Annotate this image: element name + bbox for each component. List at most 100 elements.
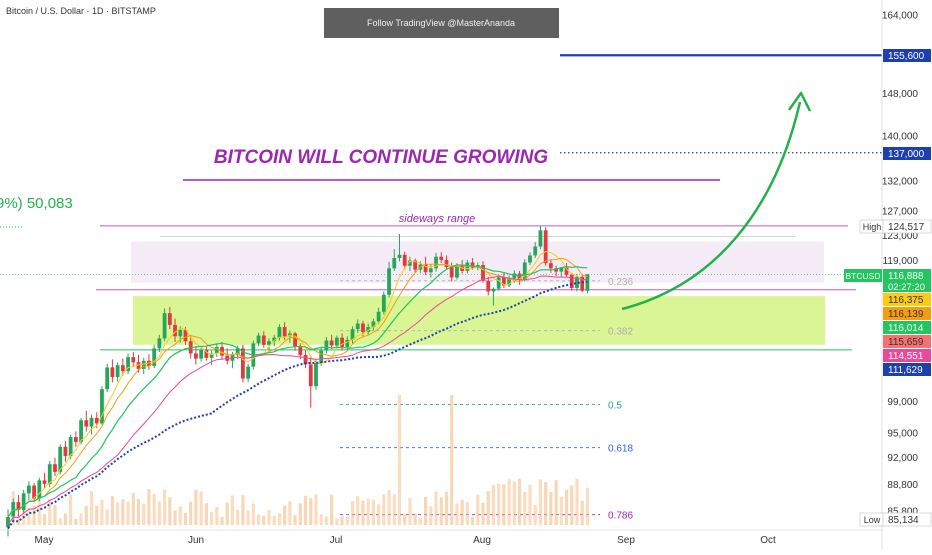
- volume-bar: [298, 503, 302, 525]
- candle-body: [413, 260, 418, 270]
- candle-body: [199, 349, 204, 359]
- volume-bar: [523, 491, 527, 525]
- volume-bar: [491, 484, 496, 525]
- candle-body: [16, 502, 21, 511]
- volume-bar: [340, 516, 344, 525]
- volume-bar: [288, 501, 292, 525]
- candle-body: [105, 367, 110, 390]
- x-tick-label: May: [35, 535, 54, 546]
- volume-bar: [481, 502, 485, 525]
- volume-bar: [314, 494, 318, 525]
- volume-bar: [303, 495, 308, 525]
- candle-body: [444, 259, 449, 268]
- candle-body: [167, 313, 172, 325]
- volume-bar: [424, 496, 428, 525]
- volume-bar: [58, 518, 62, 525]
- candle-body: [548, 263, 553, 269]
- candle-body: [314, 362, 318, 387]
- volume-bar: [178, 506, 182, 525]
- candle-body: [366, 327, 371, 332]
- fib-label-0-618: 0.618: [608, 444, 633, 455]
- volume-bar: [564, 489, 569, 525]
- volume-bar: [377, 504, 381, 525]
- candle-body: [564, 267, 569, 275]
- candle-body: [470, 262, 475, 268]
- price-tag-countdown: 02:27:20: [888, 282, 925, 293]
- volume-bar: [585, 487, 590, 525]
- candle-body: [26, 485, 31, 494]
- volume-bar: [131, 493, 135, 525]
- candle-body: [194, 353, 198, 359]
- ema-blue-dotted-line: [7, 280, 588, 530]
- left-partial-label: 9%) 50,083: [0, 195, 73, 212]
- candle-body: [115, 365, 120, 378]
- x-tick-label: Aug: [473, 535, 491, 546]
- candle-body: [486, 280, 491, 292]
- candle-body: [136, 362, 141, 369]
- candle-body: [277, 327, 282, 338]
- candle-body: [423, 264, 428, 273]
- price-tag-value: 85,134: [888, 515, 919, 526]
- ma-yellow-line: [7, 250, 588, 518]
- volume-bar: [559, 496, 563, 525]
- candle-body: [100, 389, 104, 424]
- candle-body: [559, 267, 564, 272]
- volume-bar: [194, 489, 198, 525]
- volume-bar: [236, 509, 240, 525]
- volume-bar: [48, 498, 52, 525]
- price-tag-bg: [883, 293, 931, 306]
- candle-body: [439, 256, 444, 260]
- candle-body: [449, 267, 454, 278]
- volume-bar: [512, 481, 516, 525]
- volume-bar: [330, 494, 334, 525]
- volume-bar: [476, 494, 480, 525]
- candle-body: [246, 366, 251, 379]
- price-tag-value: 124,517: [888, 222, 925, 233]
- candle-body: [580, 276, 585, 291]
- x-tick-label: Oct: [760, 535, 776, 546]
- candle-body: [241, 348, 245, 379]
- candle-body: [94, 417, 99, 424]
- price-tag-value: 155,600: [888, 51, 925, 62]
- fib-label-0-5: 0.5: [608, 401, 622, 412]
- y-tick-label: 132,000: [882, 177, 919, 188]
- y-tick-label: 140,000: [882, 132, 919, 143]
- volume-bar: [220, 517, 224, 525]
- candle-body: [32, 485, 36, 499]
- candle-body: [68, 437, 73, 456]
- follow-banner[interactable]: Follow TradingView @MasterAnanda: [324, 8, 559, 38]
- volume-bar: [444, 491, 449, 525]
- x-tick-label: Sep: [617, 535, 635, 546]
- candle-body: [73, 437, 78, 442]
- volume-bar: [163, 489, 167, 525]
- price-tag-value: 116,014: [888, 323, 924, 334]
- candle-body: [502, 277, 506, 286]
- candle-body: [220, 346, 224, 356]
- candle-body: [434, 256, 438, 269]
- price-tag-bg: [883, 321, 931, 334]
- candle-body: [183, 329, 188, 342]
- growth-arrowhead: [787, 91, 812, 112]
- volume-bar: [142, 503, 146, 525]
- candle-body: [512, 273, 517, 279]
- candle-body: [371, 321, 376, 328]
- volume-bar: [371, 500, 375, 525]
- candle-body: [214, 346, 219, 354]
- volume-bar: [361, 500, 365, 525]
- candle-body: [282, 327, 287, 337]
- fib-label-0-382: 0.382: [608, 327, 633, 338]
- volume-bar: [251, 503, 255, 525]
- growth-arrow: [621, 101, 802, 311]
- volume-bar: [345, 516, 349, 525]
- volume-bar: [147, 489, 151, 525]
- candle-body: [178, 329, 183, 337]
- volume-bar: [136, 498, 141, 525]
- price-tag-value: 116,888: [888, 271, 924, 282]
- candle-body: [350, 329, 355, 340]
- price-tag-bg: [882, 512, 932, 527]
- candle-body: [47, 464, 52, 484]
- volume-bar: [455, 503, 459, 525]
- volume-bar: [413, 513, 417, 525]
